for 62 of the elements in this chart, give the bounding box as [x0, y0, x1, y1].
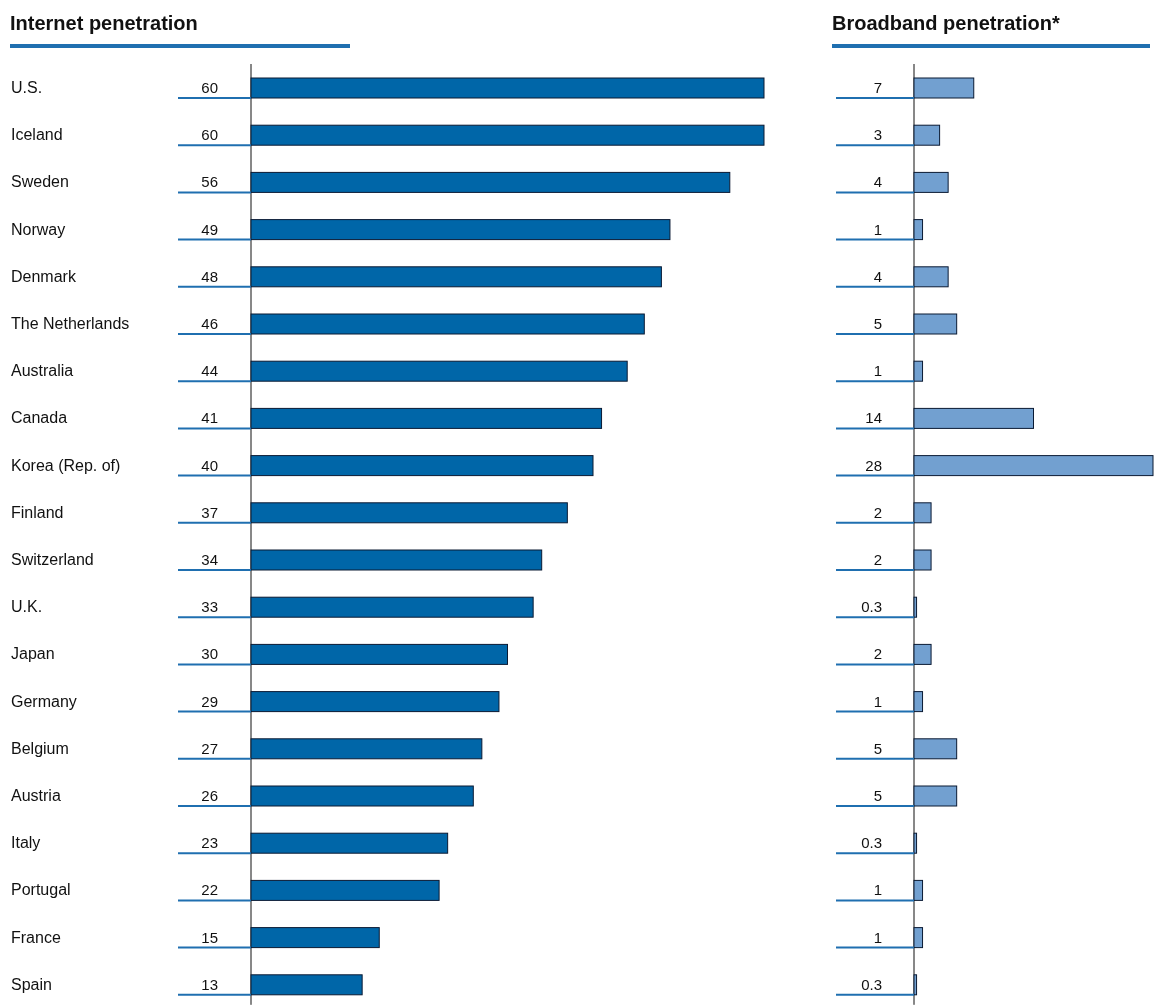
- data-label: 5: [873, 739, 882, 757]
- y-tick-label: U.K.: [11, 598, 43, 616]
- data-label: 23: [201, 834, 218, 852]
- data-label: 4: [873, 173, 882, 191]
- data-label: 0.3: [861, 834, 882, 852]
- data-label: 2: [873, 503, 882, 521]
- y-tick-label: Austria: [11, 787, 61, 804]
- data-label: 1: [873, 881, 882, 899]
- data-label: 56: [201, 173, 218, 191]
- data-label: 1: [873, 362, 882, 380]
- data-label: 13: [201, 975, 218, 993]
- data-label: 1: [873, 220, 882, 238]
- y-tick-label: Italy: [11, 834, 41, 852]
- y-tick-label: Sweden: [11, 173, 69, 191]
- data-label: 60: [201, 79, 218, 96]
- data-label: 37: [201, 503, 218, 521]
- data-label: 5: [873, 787, 882, 804]
- y-tick-label: Japan: [11, 645, 55, 663]
- data-label: 22: [201, 881, 218, 899]
- data-label: 28: [865, 456, 882, 474]
- data-label: 0.3: [861, 598, 882, 616]
- y-tick-label: Iceland: [11, 126, 63, 144]
- data-label: 49: [201, 220, 218, 238]
- chart-title: Broadband penetration*: [832, 12, 1061, 34]
- data-label: 46: [201, 315, 218, 332]
- data-label: 48: [201, 267, 218, 285]
- data-label: 2: [873, 551, 882, 568]
- data-label: 26: [201, 787, 218, 804]
- data-label: 4: [873, 267, 882, 285]
- y-tick-label: Switzerland: [11, 551, 94, 568]
- data-label: 15: [201, 928, 218, 946]
- data-label: 1: [873, 928, 882, 946]
- data-label: 5: [873, 315, 882, 332]
- y-tick-label: U.S.: [11, 79, 43, 96]
- data-label: 60: [201, 126, 218, 144]
- data-label: 34: [201, 551, 218, 568]
- y-tick-label: Canada: [11, 409, 68, 427]
- data-label: 0.3: [861, 975, 882, 993]
- data-label: 7: [873, 79, 882, 96]
- y-tick-label: Korea (Rep. of): [11, 456, 121, 474]
- y-tick-label: Finland: [11, 503, 64, 521]
- data-label: 33: [201, 598, 218, 616]
- chart-title: Internet penetration: [10, 12, 198, 34]
- data-label: 3: [873, 126, 882, 144]
- y-tick-label: Norway: [11, 220, 66, 238]
- data-label: 14: [865, 409, 882, 427]
- y-tick-label: Belgium: [11, 739, 69, 757]
- data-label: 2: [873, 645, 882, 663]
- data-label: 30: [201, 645, 218, 663]
- y-tick-label: Germany: [11, 692, 77, 710]
- y-tick-label: Denmark: [11, 267, 77, 285]
- data-label: 29: [201, 692, 218, 710]
- data-label: 40: [201, 456, 218, 474]
- y-tick-label: Australia: [11, 362, 74, 380]
- data-label: 41: [201, 409, 218, 427]
- data-label: 27: [201, 739, 218, 757]
- y-tick-label: Portugal: [11, 881, 71, 899]
- data-label: 44: [201, 362, 218, 380]
- y-tick-label: The Netherlands: [11, 315, 130, 332]
- y-tick-label: France: [11, 928, 61, 946]
- data-label: 1: [873, 692, 882, 710]
- y-tick-label: Spain: [11, 975, 52, 993]
